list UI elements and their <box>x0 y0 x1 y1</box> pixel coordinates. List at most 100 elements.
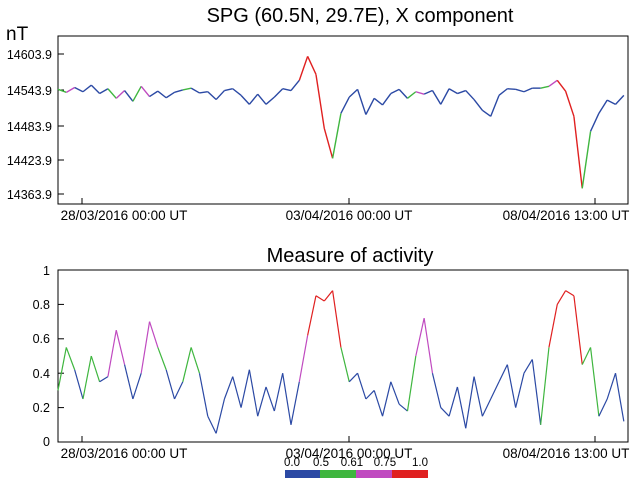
bottom-series-segment <box>573 295 583 365</box>
bottom-chart: Measure of activity 1 0.8 0.6 0.4 0.2 0 … <box>33 245 630 461</box>
bottom-y-ticks: 1 0.8 0.6 0.4 0.2 0 <box>33 264 64 449</box>
bottom-ytick-label: 0 <box>43 435 50 449</box>
top-series-segment <box>415 91 425 95</box>
bottom-series-segment <box>90 355 101 382</box>
top-x-ticks: 28/03/2016 00:00 UT 03/04/2016 00:00 UT … <box>61 198 629 223</box>
top-series-segment <box>615 94 625 105</box>
top-series-segment <box>107 88 117 99</box>
top-series-segment <box>124 90 134 102</box>
colorbar-tick-label: 1.0 <box>412 457 428 469</box>
bottom-series-segment <box>273 373 284 412</box>
top-xtick-label: 03/04/2016 00:00 UT <box>286 208 413 223</box>
bottom-series-segment <box>390 381 400 405</box>
top-series-segment <box>606 99 616 105</box>
top-series-segment <box>340 96 350 114</box>
top-ytick-label: 14483.9 <box>7 120 52 134</box>
top-series-segment <box>174 89 184 94</box>
bottom-series-segment <box>107 330 117 377</box>
bottom-series-line <box>57 290 625 434</box>
top-series-segment <box>182 87 192 91</box>
bottom-series-segment <box>257 386 267 417</box>
colorbar-tick-label: 0.75 <box>374 457 396 469</box>
bottom-series-segment <box>323 290 334 302</box>
bottom-series-segment <box>465 376 475 429</box>
top-series-segment <box>423 89 433 95</box>
bottom-xtick-label: 28/03/2016 00:00 UT <box>61 446 188 461</box>
bottom-ytick-label: 0.4 <box>33 367 50 381</box>
top-series-segment <box>390 88 400 95</box>
colorbar-bin-green <box>320 470 356 478</box>
bottom-plot-frame <box>57 269 629 443</box>
top-series-segment <box>240 94 250 105</box>
top-series-segment <box>273 88 284 98</box>
top-series-segment <box>564 90 575 117</box>
bottom-series-segment <box>556 290 567 305</box>
top-series-segment <box>540 85 550 89</box>
bottom-series-segment <box>132 373 142 400</box>
top-series-segment <box>556 79 567 92</box>
bottom-series-segment <box>356 373 367 400</box>
top-series-segment <box>298 56 309 81</box>
bottom-series-segment <box>307 295 317 336</box>
top-ytick-label: 14603.9 <box>7 48 52 62</box>
top-series-segment <box>457 89 466 95</box>
bottom-series-segment <box>123 364 134 400</box>
top-series-segment <box>323 128 334 159</box>
bottom-series-segment <box>140 321 151 374</box>
bottom-series-segment <box>223 376 234 400</box>
bottom-chart-title: Measure of activity <box>267 245 434 267</box>
bottom-series-segment <box>157 347 167 370</box>
bottom-series-segment <box>248 369 259 417</box>
bottom-series-segment <box>614 373 625 422</box>
top-series-segment <box>348 88 359 98</box>
top-ytick-label: 14543.9 <box>7 84 52 98</box>
top-series-segment <box>365 98 375 115</box>
bottom-series-segment <box>115 330 126 365</box>
bottom-series-segment <box>148 321 159 348</box>
bottom-series-segment <box>315 295 325 302</box>
top-series-segment <box>65 86 75 93</box>
colorbar-bin-red <box>392 470 428 478</box>
top-series-segment <box>199 91 208 94</box>
top-series-segment <box>265 96 275 105</box>
bottom-series-segment <box>74 369 84 400</box>
bottom-series-segment <box>381 381 392 417</box>
bottom-series-segment <box>57 347 67 391</box>
top-series-segment <box>598 99 608 114</box>
bottom-series-segment <box>490 381 500 400</box>
top-series-segment <box>448 88 458 95</box>
bottom-ytick-label: 0.8 <box>33 298 50 312</box>
bottom-series-segment <box>440 407 450 417</box>
top-plot-frame <box>57 35 629 205</box>
bottom-series-segment <box>365 389 375 400</box>
bottom-ytick-label: 0.2 <box>33 401 50 415</box>
bottom-x-ticks: 28/03/2016 00:00 UT 03/04/2016 00:00 UT … <box>61 436 629 461</box>
top-series-segment <box>232 88 242 96</box>
bottom-series-segment <box>423 318 434 374</box>
top-series-segment <box>465 90 475 101</box>
top-series-segment <box>215 90 225 101</box>
top-series-segment <box>149 90 159 98</box>
bottom-series-segment <box>165 369 176 400</box>
top-series-segment <box>490 95 500 117</box>
bottom-series-segment <box>207 415 217 434</box>
bottom-series-segment <box>298 335 309 382</box>
colorbar-bin-blue <box>285 470 320 478</box>
top-series-segment <box>224 88 233 92</box>
bottom-ytick-label: 0.6 <box>33 332 50 346</box>
top-series-segment <box>481 109 492 117</box>
top-series-segment <box>165 91 175 99</box>
top-series-segment <box>290 79 300 91</box>
top-y-ticks: 14603.9 14543.9 14483.9 14423.9 14363.9 <box>7 48 64 202</box>
bottom-series-segment <box>340 347 350 382</box>
bottom-series-segment <box>456 386 467 429</box>
bottom-series-segment <box>99 376 109 383</box>
top-series-segment <box>407 91 417 99</box>
bottom-series-segment <box>282 373 292 425</box>
bottom-series-segment <box>373 390 384 417</box>
bottom-series-segment <box>398 403 408 412</box>
top-series-line <box>57 56 625 189</box>
top-series-segment <box>507 88 516 91</box>
top-series-segment <box>306 56 317 75</box>
bottom-series-segment <box>290 381 300 425</box>
